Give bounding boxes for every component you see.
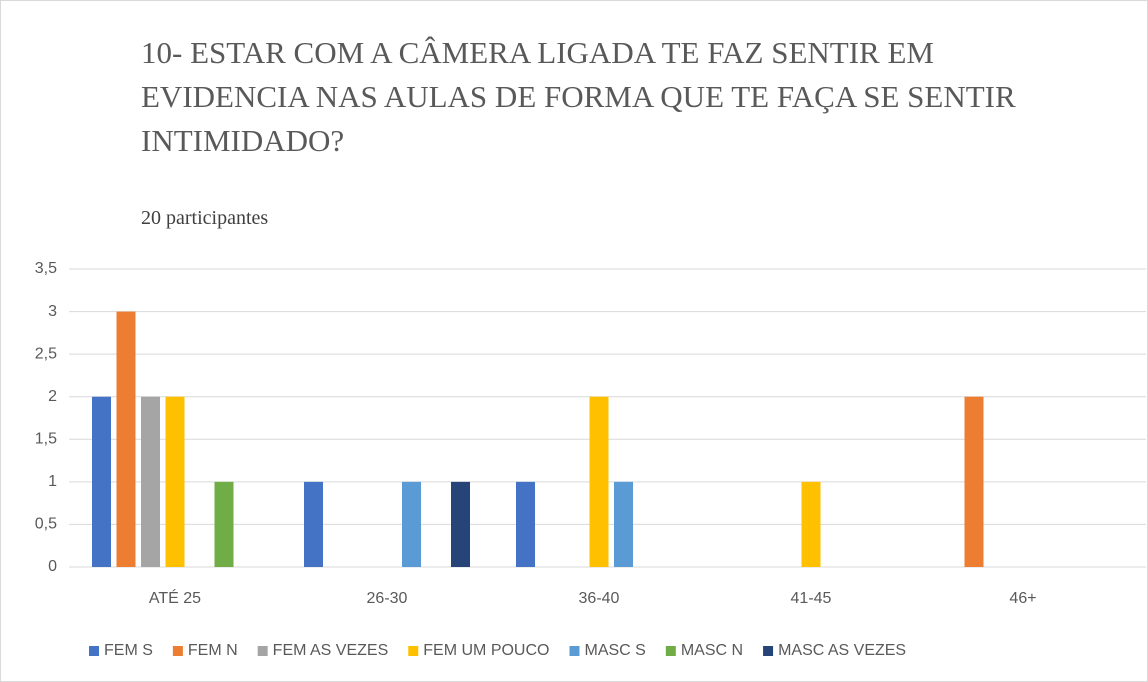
legend-swatch xyxy=(763,646,774,656)
x-tick-label: 41-45 xyxy=(791,590,832,607)
bar xyxy=(516,481,535,567)
y-tick-label: 3,5 xyxy=(35,260,57,277)
y-tick-label: 0 xyxy=(48,558,57,575)
y-tick-label: 1,5 xyxy=(35,431,57,448)
bar xyxy=(165,396,185,567)
x-tick-label: ATÉ 25 xyxy=(149,588,201,607)
y-tick-label: 2 xyxy=(48,388,57,405)
legend-label: FEM AS VEZES xyxy=(273,642,389,659)
legend-swatch xyxy=(408,646,419,656)
x-tick-label: 26-30 xyxy=(367,590,408,607)
y-tick-label: 0,5 xyxy=(35,516,57,533)
legend-label: MASC N xyxy=(681,642,743,659)
bar xyxy=(964,396,984,567)
chart-subtitle: 20 participantes xyxy=(141,207,269,229)
bar xyxy=(214,481,234,567)
bar xyxy=(141,396,160,567)
legend-label: MASC S xyxy=(584,642,645,659)
legend-label: FEM UM POUCO xyxy=(423,642,549,659)
bar xyxy=(451,481,470,567)
chart-title: 10- ESTAR COM A CÂMERA LIGADA TE FAZ SEN… xyxy=(141,35,1016,158)
legend-swatch xyxy=(257,646,268,656)
y-tick-label: 3 xyxy=(48,303,57,320)
legend-swatch xyxy=(172,646,183,656)
bar xyxy=(92,396,111,567)
bar xyxy=(614,481,633,567)
x-tick-label: 36-40 xyxy=(579,590,620,607)
bar xyxy=(116,311,136,567)
bar xyxy=(402,481,421,567)
legend-label: FEM S xyxy=(104,642,153,659)
legend-swatch xyxy=(569,646,580,656)
bar xyxy=(801,481,821,567)
x-tick-label: 46+ xyxy=(1009,590,1036,607)
legend-label: MASC AS VEZES xyxy=(778,642,906,659)
legend-swatch xyxy=(89,646,99,656)
bar xyxy=(589,396,609,567)
bar xyxy=(304,481,323,567)
y-tick-label: 1 xyxy=(48,473,57,490)
y-tick-label: 2,5 xyxy=(35,345,57,362)
legend-swatch xyxy=(665,646,676,656)
legend-label: FEM N xyxy=(188,642,238,659)
